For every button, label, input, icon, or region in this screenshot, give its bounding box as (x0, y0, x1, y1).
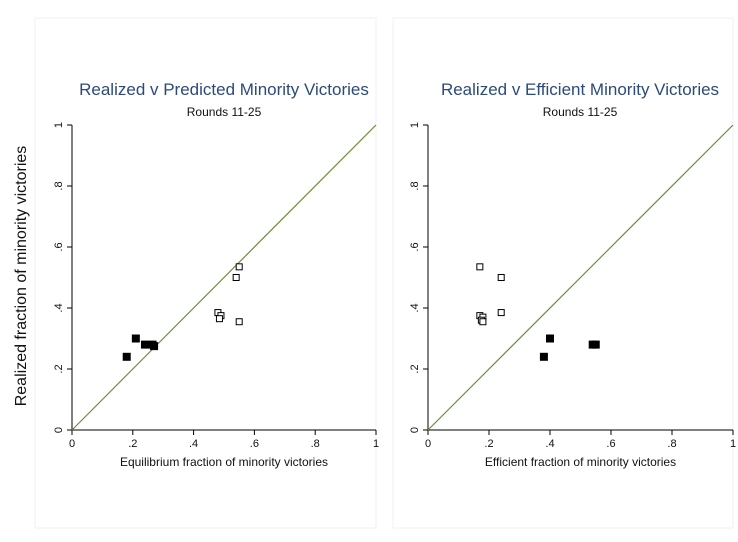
reference-line-45deg (71, 124, 377, 431)
scatter-panel-efficient: Realized v Efficient Minority Victories R… (409, 80, 736, 469)
x-tick-label: .8 (667, 438, 676, 450)
data-point-filled (140, 340, 149, 349)
chart-subtitle: Rounds 11-25 (543, 105, 618, 119)
x-tick-label: 0 (69, 438, 75, 450)
x-tick-label: .8 (311, 438, 320, 450)
data-point-hollow (476, 263, 484, 271)
x-tick-label: .6 (250, 438, 259, 450)
y-tick-label: .4 (53, 303, 65, 312)
data-point-filled (122, 352, 131, 361)
x-tick-label: .6 (606, 438, 615, 450)
data-point-filled (546, 334, 554, 343)
y-tick-label: .6 (409, 242, 421, 251)
panel-right-background (392, 17, 734, 529)
data-point-hollow (232, 274, 240, 281)
x-tick-label: 1 (373, 438, 379, 450)
data-point-hollow (479, 318, 487, 326)
x-tick-label: .2 (128, 438, 137, 450)
data-point-hollow (497, 274, 505, 281)
x-tick-label: .4 (545, 438, 554, 450)
y-tick-label: 0 (53, 427, 65, 433)
y-tick-label: 1 (409, 122, 421, 128)
y-tick-label: .2 (53, 364, 65, 373)
data-point-filled (539, 352, 548, 361)
y-tick-label: .2 (409, 364, 421, 373)
chart-subtitle: Rounds 11-25 (187, 105, 262, 119)
data-point-hollow (235, 263, 243, 271)
x-axis-label: Efficient fraction of minority victories (485, 455, 676, 469)
y-tick-label: .8 (409, 181, 421, 190)
y-tick-label: .8 (53, 181, 65, 190)
y-tick-label: .4 (409, 303, 421, 312)
y-tick-label: .6 (53, 242, 65, 251)
reference-line-45deg (427, 124, 734, 431)
chart-title: Realized v Efficient Minority Victories (441, 80, 719, 99)
y-tick-label: 0 (409, 427, 421, 433)
chart-title: Realized v Predicted Minority Victories (79, 80, 369, 99)
y-tick-label: 1 (53, 122, 65, 128)
data-point-hollow (215, 315, 223, 323)
data-point-filled (591, 340, 600, 349)
x-tick-label: .2 (484, 438, 493, 450)
x-tick-label: 1 (730, 438, 736, 450)
data-point-hollow (235, 318, 243, 326)
x-tick-label: 0 (425, 438, 431, 450)
x-tick-label: .4 (189, 438, 198, 450)
data-point-filled (131, 334, 140, 343)
panel-left-background (34, 17, 377, 529)
data-point-hollow (497, 309, 505, 317)
data-point-filled (150, 342, 159, 351)
scatter-panel-predicted: Realized v Predicted Minority Victories R… (53, 80, 379, 469)
x-axis-label: Equilibrium fraction of minority victori… (120, 455, 328, 469)
shared-y-axis-label: Realized fraction of minority victories (13, 146, 30, 407)
